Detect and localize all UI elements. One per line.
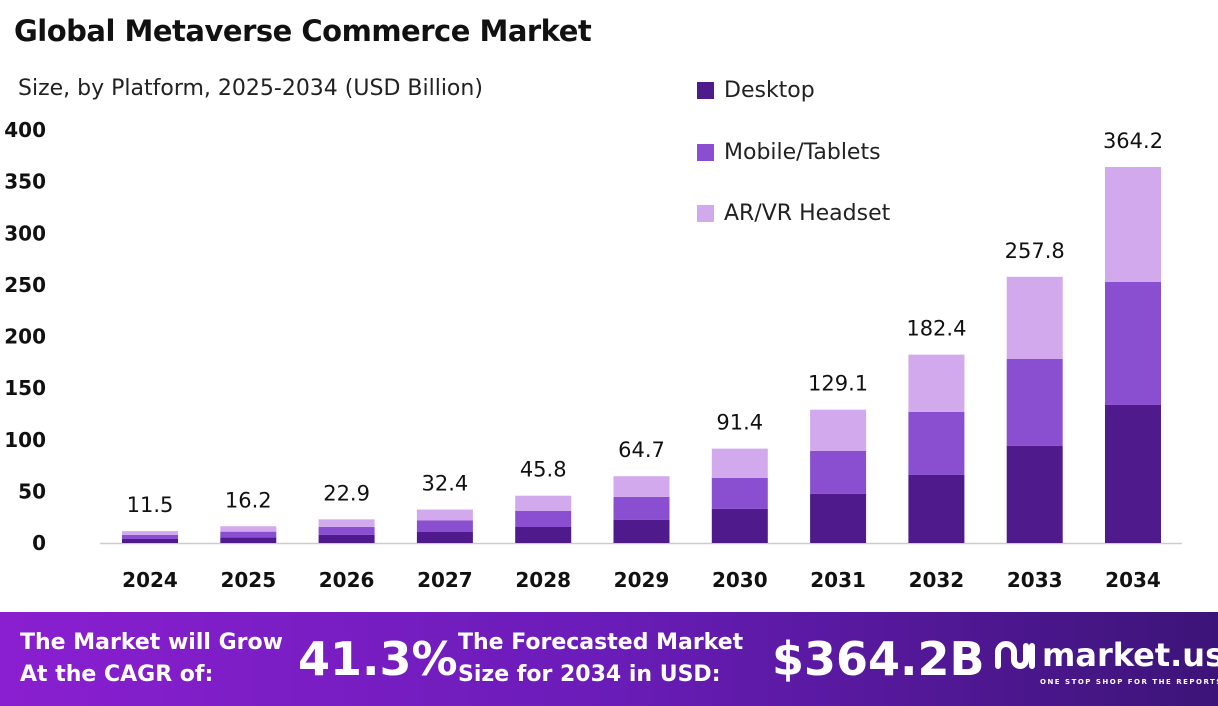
chart-plot: 0 50 100 150 200 250 300 350 400 11.5 2024 16.2 2025… <box>4 118 1182 592</box>
legend-label: Desktop <box>724 78 815 103</box>
bar-segment <box>122 531 178 535</box>
x-tick-label: 2028 <box>515 568 571 592</box>
bar-segment <box>810 409 867 452</box>
forecast-value: $364.2B <box>772 632 985 686</box>
bar-segment <box>711 477 768 509</box>
chart-subtitle: Size, by Platform, 2025-2034 (USD Billio… <box>18 76 483 101</box>
bar-segment <box>416 509 473 521</box>
y-tick-label: 100 <box>4 428 46 452</box>
legend-swatch <box>697 144 714 161</box>
y-tick-label: 0 <box>32 531 46 555</box>
bar-segment <box>515 526 572 543</box>
bar-segment <box>1006 445 1063 543</box>
bar-segment <box>318 519 375 527</box>
bar-segment <box>810 493 867 543</box>
data-label: 64.7 <box>618 438 665 462</box>
chart-title: Global Metaverse Commerce Market <box>14 14 592 48</box>
y-tick-label: 250 <box>4 273 46 297</box>
bar-segment <box>220 531 277 538</box>
market-us-logo: market.us ONE STOP SHOP FOR THE REPORTS <box>992 636 1218 686</box>
data-label: 16.2 <box>225 488 272 512</box>
y-tick-label: 400 <box>4 118 46 142</box>
bar-segment <box>1006 359 1063 446</box>
legend-swatch <box>697 205 714 222</box>
x-tick-label: 2031 <box>810 568 866 592</box>
bar-segment <box>810 451 867 494</box>
bar-segment <box>416 520 473 532</box>
logo-name: market.us <box>1042 636 1218 674</box>
y-tick-label: 300 <box>4 221 46 245</box>
x-tick-label: 2027 <box>417 568 473 592</box>
bar-segment <box>318 534 375 543</box>
x-tick-label: 2026 <box>319 568 375 592</box>
data-label: 129.1 <box>808 372 868 396</box>
x-tick-label: 2033 <box>1007 568 1063 592</box>
bar-segment <box>1105 281 1161 405</box>
logo-tagline: ONE STOP SHOP FOR THE REPORTS <box>1040 678 1218 686</box>
data-label: 22.9 <box>323 481 370 505</box>
bar-segment <box>1006 276 1063 360</box>
bar-segment <box>711 508 768 543</box>
cagr-value: 41.3% <box>298 632 458 686</box>
data-label: 257.8 <box>1005 239 1065 263</box>
x-tick-label: 2034 <box>1105 568 1161 592</box>
legend-label: Mobile/Tablets <box>724 140 881 165</box>
legend-swatch <box>697 82 714 99</box>
data-label: 182.4 <box>906 317 966 341</box>
bar-segment <box>908 474 965 543</box>
bar-segment <box>908 411 965 475</box>
data-label: 91.4 <box>716 411 763 435</box>
y-tick-label: 50 <box>18 479 46 503</box>
data-label: 11.5 <box>127 493 174 517</box>
bar-segment <box>515 495 572 511</box>
legend-item-arvr: AR/VR Headset <box>697 201 890 226</box>
summary-banner: The Market will Grow At the CAGR of: 41.… <box>0 612 1218 706</box>
bar-segment <box>613 476 670 497</box>
bar-segment <box>613 519 670 543</box>
x-tick-label: 2024 <box>122 568 178 592</box>
legend-item-desktop: Desktop <box>697 78 815 103</box>
x-tick-label: 2030 <box>712 568 768 592</box>
data-label: 32.4 <box>422 472 469 496</box>
bar-segment <box>613 496 670 520</box>
data-label: 364.2 <box>1103 129 1163 153</box>
bar-segment <box>122 534 178 539</box>
data-label: 45.8 <box>520 458 567 482</box>
bar-segment <box>515 510 572 527</box>
bar-segment <box>711 448 768 478</box>
x-tick-label: 2025 <box>220 568 276 592</box>
y-tick-label: 150 <box>4 376 46 400</box>
bar-segment <box>220 526 277 532</box>
logo-icon <box>995 641 1035 669</box>
bar-segment <box>122 538 178 543</box>
x-tick-label: 2029 <box>614 568 670 592</box>
bar-segment <box>318 526 375 535</box>
bar-segment <box>1105 404 1161 543</box>
y-tick-label: 200 <box>4 325 46 349</box>
cagr-label: The Market will Grow At the CAGR of: <box>20 630 283 687</box>
forecast-label: The Forecasted Market Size for 2034 in U… <box>458 630 744 687</box>
bar-segment <box>1105 166 1161 282</box>
x-tick-label: 2032 <box>909 568 965 592</box>
bar-segment <box>416 531 473 543</box>
legend-item-mobile: Mobile/Tablets <box>697 140 881 165</box>
bar-segment <box>908 354 965 412</box>
y-tick-label: 350 <box>4 170 46 194</box>
bar-segment <box>220 537 277 543</box>
legend-label: AR/VR Headset <box>724 201 891 226</box>
